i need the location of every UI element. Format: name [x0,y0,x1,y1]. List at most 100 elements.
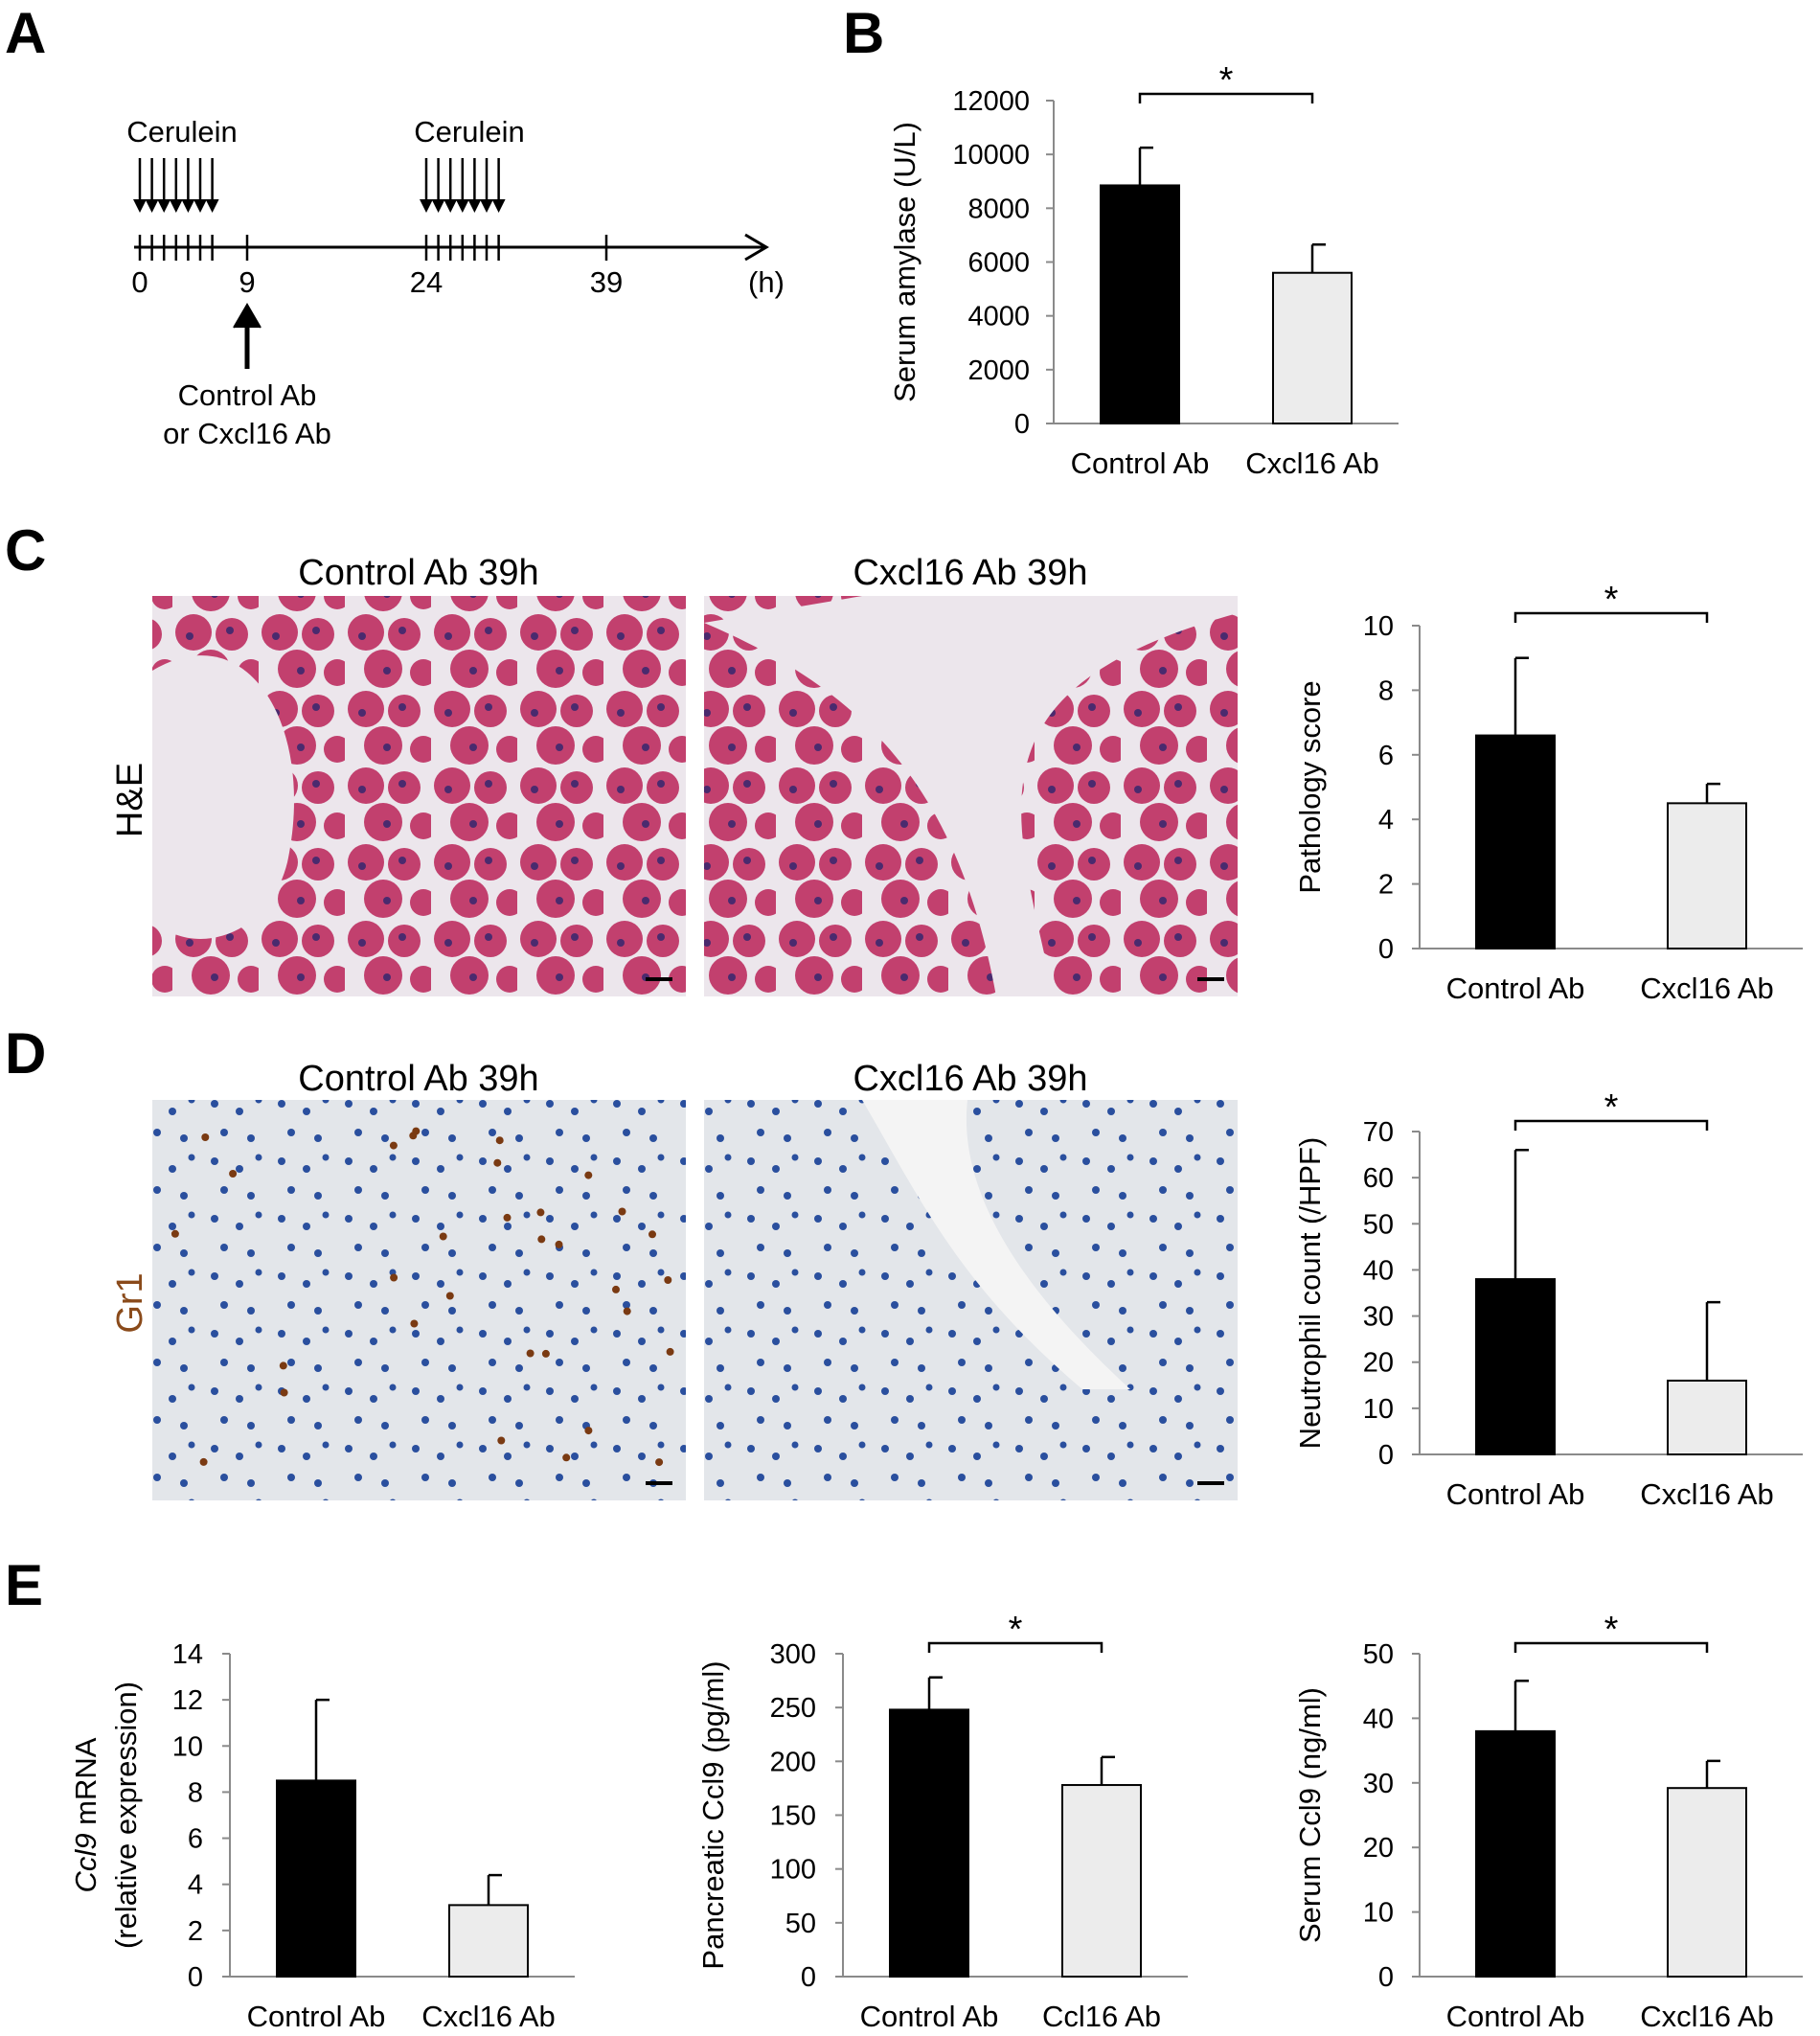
gr1-control-micrograph [152,1100,686,1500]
y-tick-label-ccl9-mrna-1: 2 [188,1916,203,1947]
y-axis-label-pancreatic-ccl9: Pancreatic Ccl9 (pg/ml) [696,1660,730,1969]
y-axis-label-neutrophil-count: Neutrophil count (/HPF) [1293,1137,1327,1450]
y-tick-label-ccl9-mrna-0: 0 [188,1962,203,1993]
gr1-stained-cell-30 [536,1208,545,1217]
y-tick-label-pathology-score-5: 10 [1363,611,1394,642]
gr1-cxcl16-title: Cxcl16 Ab 39h [853,1059,1087,1099]
chart-neutrophil-count: 0 10 20 30 40 50 60 70 Neutrophil count (/HPF) Co… [1293,1087,1803,1511]
bar-serum-ccl9-1 [1667,1787,1747,1979]
significance-bracket-neutrophil-count [1513,1119,1709,1131]
x-category-label-neutrophil-count-1: Cxcl16 Ab [1640,1477,1774,1511]
y-tick-label-pancreatic-ccl9-3: 150 [770,1801,816,1832]
gr1-stained-cell-7 [445,1292,454,1300]
y-tick-label-serum-ccl9-2: 20 [1363,1833,1394,1864]
y-tick-label-pathology-score-4: 8 [1378,675,1394,706]
gr1-stained-cell-44 [229,1170,238,1178]
y-tick-label-ccl9-mrna-7: 14 [172,1639,203,1670]
gr1-control-scale-bar [646,1481,672,1485]
he-control-interstitial-space [152,655,295,939]
y-tick-label-pathology-score-2: 4 [1378,805,1394,835]
chart-pathology-score: 0 2 4 6 8 10 Pathology score Control Ab Cxcl16 A… [1293,580,1803,1005]
time-unit-label: (h) [748,265,785,299]
y-tick-label-serum-amylase-3: 6000 [967,248,1030,279]
bar-neutrophil-count-1 [1667,1379,1747,1456]
y-tick-label-serum-amylase-4: 8000 [967,194,1030,224]
gr1-stained-cell-11 [503,1213,512,1222]
y-tick-label-serum-amylase-1: 2000 [967,355,1030,386]
y-tick-label-pathology-score-0: 0 [1378,934,1394,965]
y-tick-label-pancreatic-ccl9-1: 50 [785,1909,816,1939]
y-tick-label-serum-amylase-5: 10000 [952,140,1030,171]
y-tick-label-pancreatic-ccl9-0: 0 [801,1962,816,1993]
y-tick-label-serum-amylase-0: 0 [1014,409,1030,440]
bar-neutrophil-count-0 [1475,1278,1556,1455]
antibody-label-line2: or Cxcl16 Ab [163,417,331,450]
bar-pancreatic-ccl9-1 [1061,1784,1142,1978]
cerulein-injection-arrows-first [133,158,219,213]
gr1-stained-cell-6 [279,1361,287,1370]
gr1-stained-cell-38 [584,1171,593,1179]
y-tick-label-pancreatic-ccl9-6: 300 [770,1639,816,1670]
gr1-stained-cell-40 [584,1427,593,1435]
x-category-label-ccl9-mrna-1: Cxcl16 Ab [421,2000,556,2033]
gr1-stained-cell-26 [655,1458,664,1467]
cerulein-arrowhead-second-2 [431,199,445,213]
he-control-scale-bar [646,977,672,981]
chart-serum-amylase: 0 2000 4000 6000 8000 10000 12000 Serum amylase… [888,60,1399,480]
chart-serum-ccl9: 0 10 20 30 40 50 Serum Ccl9 (ng/ml) Control Ab C… [1293,1610,1803,2033]
significance-star-serum-ccl9: * [1604,1610,1619,1650]
cerulein-label-second: Cerulein [414,115,524,149]
gr1-row-label: Gr1 [110,1272,150,1333]
y-tick-label-serum-ccl9-4: 40 [1363,1704,1394,1734]
x-category-label-neutrophil-count-0: Control Ab [1446,1477,1585,1511]
bar-charts: 0 2000 4000 6000 8000 10000 12 0 0 0 Serum amylase… [69,60,1803,2033]
cerulein-arrowhead-second-3 [444,199,458,213]
he-cxcl16-title: Cxcl16 Ab 39h [853,553,1087,593]
x-category-label-serum-amylase-0: Control Ab [1071,446,1210,480]
y-axis-label-serum-ccl9: Serum Ccl9 (ng/ml) [1293,1687,1327,1943]
gr1-control-title: Control Ab 39h [298,1059,538,1099]
gr1-positive-neutrophils [171,1127,674,1467]
gr1-stained-cell-19 [389,1141,398,1150]
gr1-stained-cell-1 [410,1319,419,1328]
y-tick-label-ccl9-mrna-3: 6 [188,1824,203,1855]
y-tick-label-serum-ccl9-5: 50 [1363,1639,1394,1670]
time-tick-label-9: 9 [239,265,255,299]
y-tick-label-neutrophil-count-7: 70 [1363,1117,1394,1148]
gr1-stained-cell-12 [664,1276,672,1284]
cerulein-arrowhead-second-7 [491,199,506,213]
y-tick-label-neutrophil-count-6: 60 [1363,1163,1394,1194]
y-tick-label-serum-amylase-2: 4000 [967,302,1030,332]
y-axis-label-pathology-score: Pathology score [1293,680,1327,893]
gr1-cxcl16-interstitial-space [862,1100,1130,1389]
y-axis-label-ccl9-mrna: Ccl9 mRNA [69,1737,102,1892]
significance-star-serum-amylase: * [1219,60,1234,101]
cerulein-arrowhead-second-1 [420,199,433,213]
gr1-stained-cell-23 [390,1273,398,1282]
timeline-diagram: Cerulein Cerulein 0 9 24 39 (h) Control … [126,115,785,450]
gr1-stained-cell-5 [495,1136,504,1145]
y-tick-label-ccl9-mrna-2: 4 [188,1870,203,1901]
y-axis-label-serum-amylase: Serum amylase (U/L) [888,122,921,402]
cerulein-arrowhead-first-7 [205,199,219,213]
cerulein-arrowhead-second-6 [480,199,493,213]
y-tick-label-ccl9-mrna-6: 12 [172,1685,203,1716]
gr1-stained-cell-28 [171,1229,179,1238]
x-category-label-pathology-score-1: Cxcl16 Ab [1640,972,1774,1005]
bar-pathology-score-1 [1667,802,1747,949]
y-tick-label-serum-ccl9-3: 30 [1363,1769,1394,1799]
time-axis-arrowhead [744,233,769,262]
gr1-stained-cell-60 [666,1347,674,1356]
bar-ccl9-mrna-0 [276,1779,356,1978]
y-tick-label-neutrophil-count-4: 40 [1363,1255,1394,1286]
y-tick-label-pancreatic-ccl9-2: 100 [770,1855,816,1886]
y-tick-label-neutrophil-count-1: 10 [1363,1394,1394,1425]
x-category-label-pathology-score-0: Control Ab [1446,972,1585,1005]
gr1-stained-cell-51 [201,1133,210,1141]
cerulein-injection-arrows-second [420,158,506,213]
gr1-cxcl16-scale-bar [1197,1481,1224,1485]
gr1-stained-cell-24 [280,1388,288,1397]
time-tick-label-24: 24 [410,265,443,299]
x-category-label-pancreatic-ccl9-1: Ccl16 Ab [1042,2000,1161,2033]
